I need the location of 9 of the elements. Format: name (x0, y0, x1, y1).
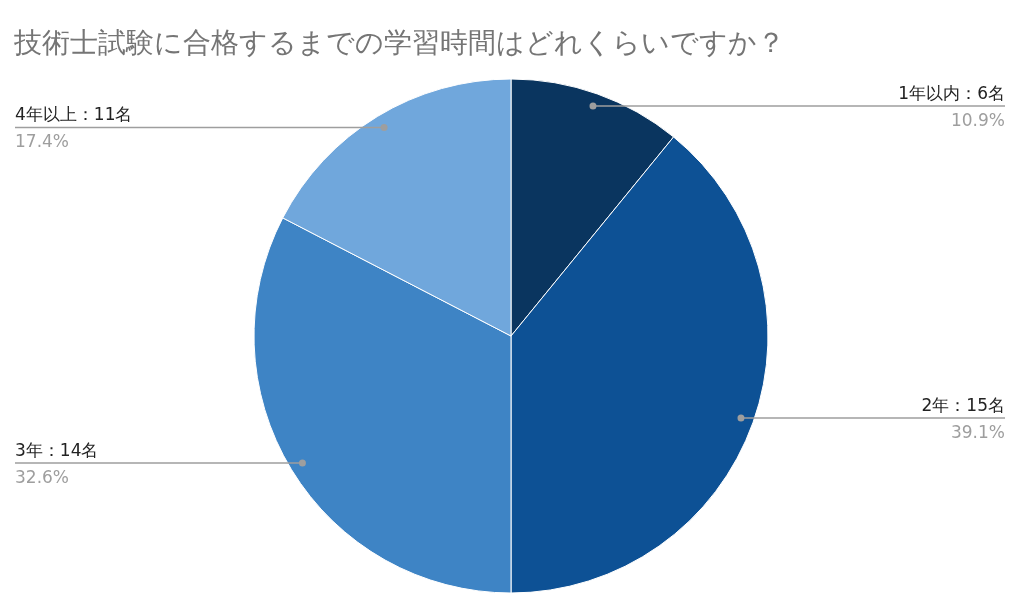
slice-label: 3年：14名 (15, 439, 99, 460)
slice-label: 4年以上：11名 (15, 104, 133, 125)
data-label: 39.1% (950, 421, 1005, 442)
chart-title: 技術士試験に合格するまでの学習時間はどれくらいですか？ (13, 26, 785, 59)
slice-label: 1年以内：6名 (898, 83, 1005, 104)
slice-label: 2年：15名 (921, 394, 1005, 415)
data-label: 10.9% (950, 110, 1005, 131)
data-label: 17.4% (15, 131, 70, 152)
data-label: 32.6% (15, 466, 70, 487)
